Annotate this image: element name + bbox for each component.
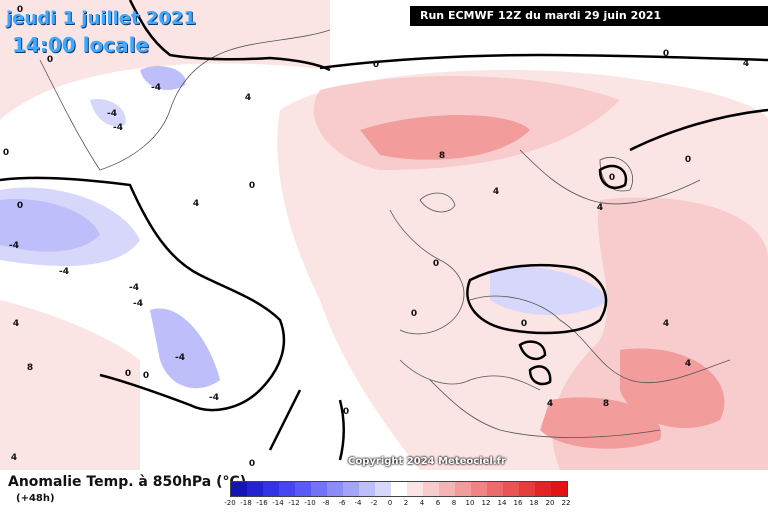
contour-label: 8 [603, 399, 609, 409]
color-scale-swatch [407, 482, 423, 496]
contour-label: 4 [193, 199, 199, 209]
color-scale-swatch [455, 482, 471, 496]
color-scale-tick-label: 4 [419, 499, 425, 507]
color-scale-swatch [391, 482, 407, 496]
zero-contours [0, 0, 768, 461]
contour-label: 0 [125, 369, 131, 379]
contour-label: 0 [663, 49, 669, 59]
color-scale-tick-label: -10 [304, 499, 316, 507]
contour-label: 0 [411, 309, 417, 319]
color-scale-tick-label: 10 [465, 499, 475, 507]
color-scale-swatch [503, 482, 519, 496]
contour-label: -4 [9, 241, 19, 251]
contour-label: 0 [343, 407, 349, 417]
color-scale-tick-label: -16 [256, 499, 268, 507]
contour-label: 0 [609, 173, 615, 183]
contour-label: -4 [175, 353, 185, 363]
forecast-date: jeudi 1 juillet 2021 [6, 8, 196, 29]
color-scale-tick-label: 14 [497, 499, 507, 507]
contour-label: -4 [151, 83, 161, 93]
color-scale-tick-label: -20 [224, 499, 236, 507]
color-scale-tick-label: 20 [545, 499, 555, 507]
color-scale-tick-label: -4 [354, 499, 362, 507]
color-scale-swatch [487, 482, 503, 496]
color-scale-swatch [375, 482, 391, 496]
color-scale-swatch [343, 482, 359, 496]
color-scale-swatch [263, 482, 279, 496]
contour-label: 4 [11, 453, 17, 463]
contour-label: 0 [17, 201, 23, 211]
color-scale-ticks: -20 -18 -16 -14 -12 -10 -8 -6 -4 -2 0 2 4 6 8 10 12 14 16 1… [224, 499, 570, 511]
contour-label: -4 [209, 393, 219, 403]
contour-label: 0 [17, 5, 23, 15]
color-scale-tick-label: 0 [387, 499, 393, 507]
color-scale-swatch [231, 482, 247, 496]
color-scale-tick-label: 6 [435, 499, 441, 507]
contour-label: 0 [3, 148, 9, 158]
color-scale-tick-label: 18 [529, 499, 539, 507]
contour-label: 4 [547, 399, 553, 409]
color-scale-swatch [295, 482, 311, 496]
contour-label: 0 [685, 155, 691, 165]
color-scale-tick-label: -2 [370, 499, 378, 507]
color-scale-tick-label: -8 [322, 499, 330, 507]
contour-label: 4 [663, 319, 669, 329]
color-scale-swatch [327, 482, 343, 496]
contour-label: 4 [245, 93, 251, 103]
color-scale-swatch [311, 482, 327, 496]
contour-label: -4 [133, 299, 143, 309]
contour-label: 4 [685, 359, 691, 369]
contour-label: -4 [129, 283, 139, 293]
contour-label: -4 [113, 123, 123, 133]
color-scale-tick-label: 16 [513, 499, 523, 507]
color-scale-swatch [247, 482, 263, 496]
copyright-notice: Copyright 2024 Meteociel.fr [348, 456, 506, 467]
contour-label: 4 [13, 319, 19, 329]
color-scale-tick-label: 22 [561, 499, 571, 507]
forecast-local-time: 14:00 locale [12, 33, 149, 57]
anomaly-shading [0, 0, 768, 470]
contour-label: 0 [521, 319, 527, 329]
color-scale-bar [230, 481, 568, 497]
contour-label: 0 [373, 60, 379, 70]
color-scale-swatch [535, 482, 551, 496]
contour-label-group: 0 0 0 0 4 -4 -4 -4 0 4 8 0 0 -4 -4 4 -4 … [3, 5, 749, 469]
contour-label: 4 [597, 203, 603, 213]
color-scale-tick-label: -12 [288, 499, 300, 507]
color-scale-swatch [471, 482, 487, 496]
contour-label: 0 [249, 459, 255, 469]
model-run-banner: Run ECMWF 12Z du mardi 29 juin 2021 [410, 6, 768, 26]
contour-label: 0 [47, 55, 53, 65]
color-scale-tick-label: 2 [403, 499, 409, 507]
color-scale-swatch [423, 482, 439, 496]
color-scale-tick-label: 12 [481, 499, 491, 507]
color-scale-swatch [551, 482, 567, 496]
contour-label: 4 [743, 59, 749, 69]
contour-label: 4 [493, 187, 499, 197]
legend-title: Anomalie Temp. à 850hPa (°C) [8, 474, 247, 490]
contour-label: 0 [143, 371, 149, 381]
coastlines [39, 29, 731, 438]
color-scale-swatch [359, 482, 375, 496]
contour-label: -4 [107, 109, 117, 119]
contour-label: 8 [27, 363, 33, 373]
contour-label: -4 [59, 267, 69, 277]
contour-label: 0 [433, 259, 439, 269]
color-scale-swatch [519, 482, 535, 496]
contour-label: 8 [439, 151, 445, 161]
color-scale-swatch [439, 482, 455, 496]
anomaly-map: 0 0 0 0 4 -4 -4 -4 0 4 8 0 0 -4 -4 4 -4 … [0, 0, 768, 470]
color-scale-tick-label: -14 [272, 499, 284, 507]
contour-label: 0 [249, 181, 255, 191]
color-scale-tick-label: -6 [338, 499, 346, 507]
color-scale-tick-label: 8 [451, 499, 457, 507]
color-scale-swatch [279, 482, 295, 496]
color-scale-tick-label: -18 [240, 499, 252, 507]
forecast-lead-time: (+48h) [16, 493, 55, 504]
